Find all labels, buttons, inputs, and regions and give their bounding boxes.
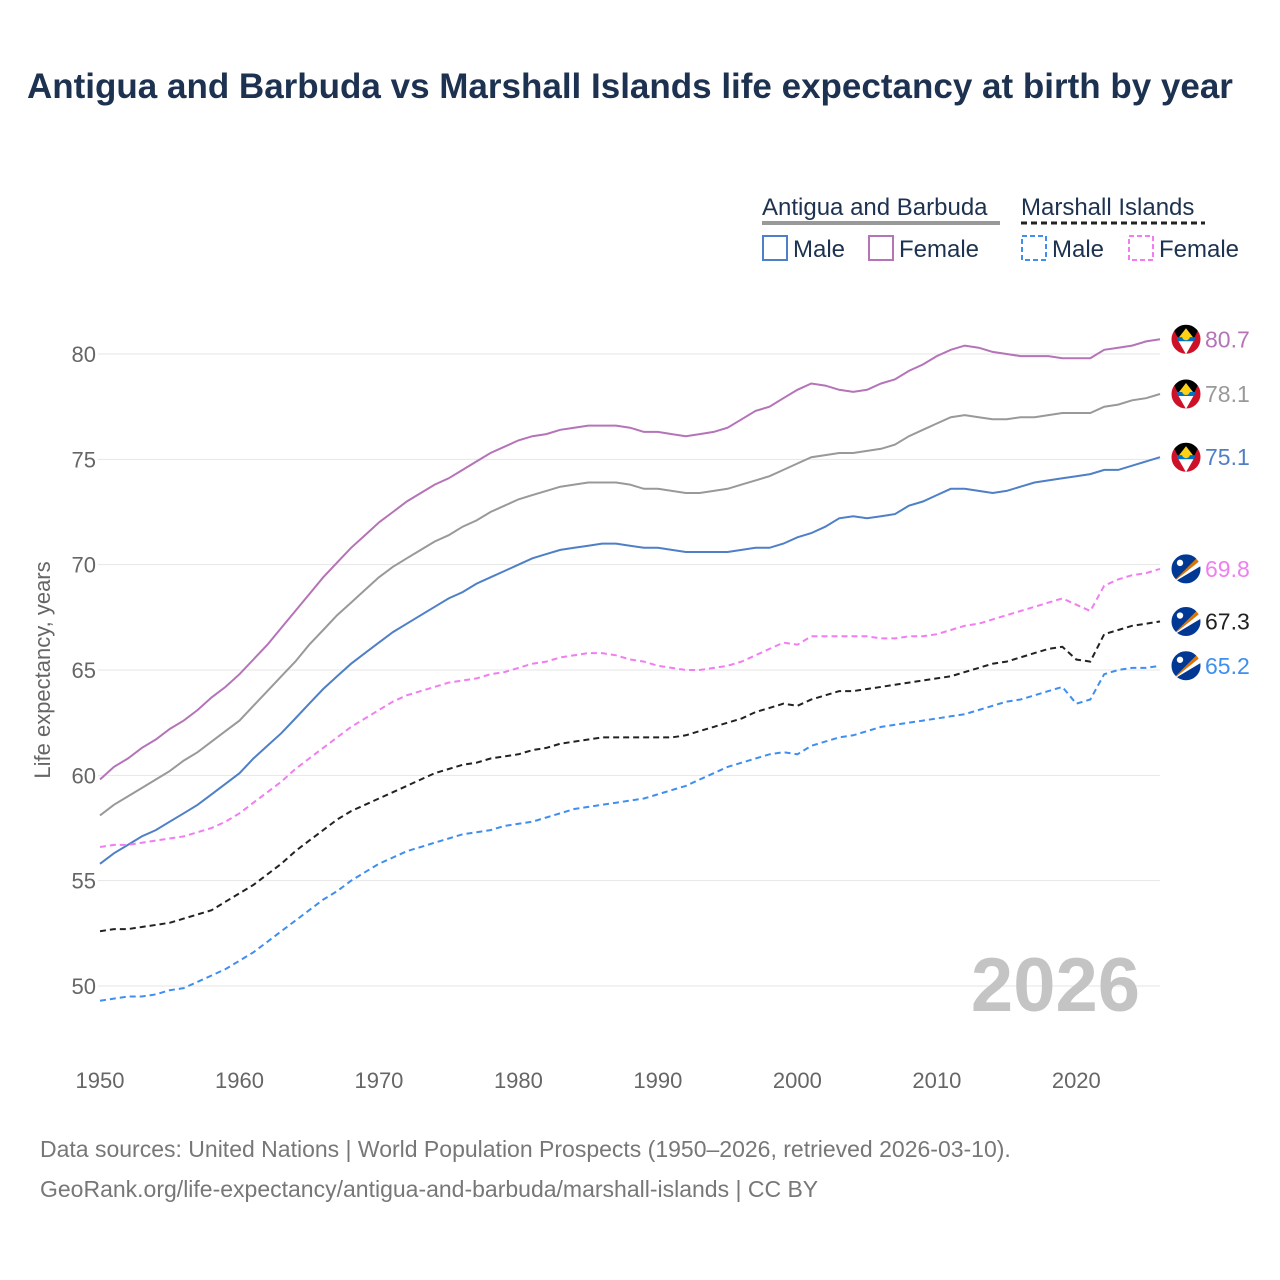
marshall-islands-flag-icon	[1170, 650, 1202, 682]
end-flags	[1170, 323, 1202, 682]
antigua-flag-icon	[1170, 323, 1202, 355]
marshall-islands-flag-icon	[1170, 553, 1202, 585]
series-line-antigua-and-barbuda-female	[99, 338, 1161, 781]
x-tick-label: 1960	[215, 1068, 264, 1093]
end-value-label-antigua-and-barbuda-female: 80.7	[1205, 326, 1250, 352]
y-tick-label: 50	[72, 974, 96, 999]
x-tick-label: 1950	[76, 1068, 125, 1093]
axes: 50 55 60 65 70 75 80 1950 1960 1970 1980 1990 2000 20…	[72, 342, 1101, 1093]
antigua-flag-icon	[1170, 441, 1202, 473]
end-value-label-marshall-islands-female: 69.8	[1205, 556, 1250, 582]
legend-label-antigua-male: Male	[793, 236, 845, 263]
year-watermark: 2026	[971, 943, 1140, 1028]
series-line-antigua-and-barbuda-total	[99, 393, 1161, 817]
y-tick-label: 80	[72, 342, 96, 367]
y-axis-label: Life expectancy, years	[30, 561, 55, 778]
x-tick-label: 1970	[354, 1068, 403, 1093]
legend-label-antigua-female: Female	[899, 236, 979, 263]
x-tick-label: 2000	[773, 1068, 822, 1093]
series-line-marshall-islands-total	[99, 620, 1161, 933]
legend-group-marshall: Marshall Islands	[1021, 194, 1194, 221]
x-tick-label: 2020	[1052, 1068, 1101, 1093]
antigua-flag-icon	[1170, 378, 1202, 410]
x-tick-label: 1980	[494, 1068, 543, 1093]
x-tick-label: 2010	[912, 1068, 961, 1093]
gridlines	[98, 353, 1160, 987]
legend-swatch-antigua-female	[868, 235, 894, 261]
chart-title: Antigua and Barbuda vs Marshall Islands …	[27, 67, 1233, 106]
y-tick-label: 75	[72, 447, 96, 472]
source-note: Data sources: United Nations | World Pop…	[40, 1136, 1011, 1162]
legend-swatch-marshall-female	[1128, 235, 1154, 261]
end-value-label-antigua-and-barbuda-total: 78.1	[1205, 381, 1250, 407]
legend-label-marshall-male: Male	[1052, 236, 1104, 263]
y-tick-label: 60	[72, 763, 96, 788]
source-link[interactable]: GeoRank.org/life-expectancy/antigua-and-…	[40, 1176, 819, 1202]
series-lines	[99, 338, 1161, 1002]
y-tick-label: 70	[72, 553, 96, 578]
legend-swatch-antigua-male	[762, 235, 788, 261]
end-value-label-antigua-and-barbuda-male: 75.1	[1205, 444, 1250, 470]
marshall-islands-flag-icon	[1170, 606, 1202, 638]
legend-group-antigua: Antigua and Barbuda	[762, 194, 988, 221]
legend-label-marshall-female: Female	[1159, 236, 1239, 263]
legend: Antigua and Barbuda Marshall Islands Mal…	[762, 194, 1239, 263]
end-labels: 80.7 78.1 75.1 69.8 67.3 65.2	[1205, 326, 1250, 679]
end-value-label-marshall-islands-male: 65.2	[1205, 653, 1250, 679]
series-line-antigua-and-barbuda-male	[99, 456, 1161, 865]
end-value-label-marshall-islands-total: 67.3	[1205, 609, 1250, 635]
series-line-marshall-islands-male	[99, 664, 1161, 1002]
y-tick-label: 65	[72, 658, 96, 683]
y-tick-label: 55	[72, 869, 96, 894]
series-line-marshall-islands-female	[99, 567, 1161, 848]
x-tick-label: 1990	[633, 1068, 682, 1093]
legend-swatch-marshall-male	[1021, 235, 1047, 261]
